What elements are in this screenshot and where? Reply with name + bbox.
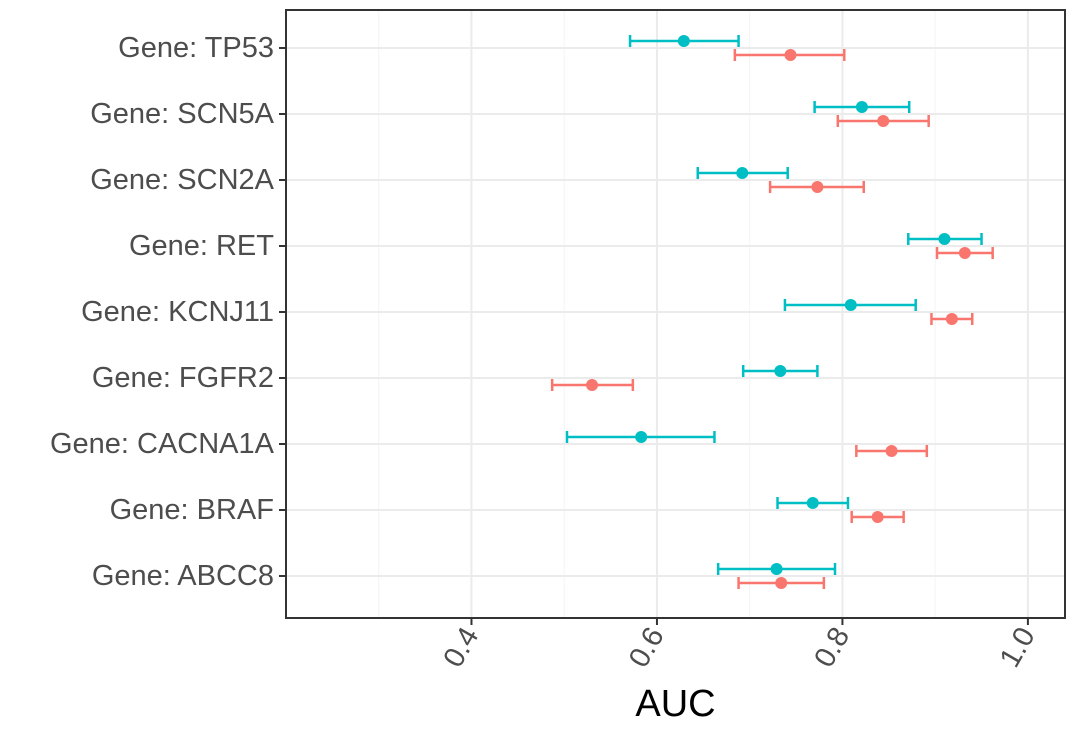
x-axis: 0.4 0.6 0.8 1.0 — [437, 618, 1042, 673]
data-point — [855, 101, 868, 113]
y-tick-label: Gene: BRAF — [110, 494, 274, 526]
x-tick-label: 0.4 — [437, 622, 485, 673]
x-tick-label: 1.0 — [994, 622, 1042, 673]
error-bar-group — [737, 577, 826, 589]
data-point — [586, 379, 599, 391]
error-bar-group — [716, 563, 837, 575]
data-point — [770, 563, 783, 575]
data-point — [775, 577, 788, 589]
x-tick-label: 0.6 — [623, 622, 671, 673]
y-tick-label: Gene: KCNJ11 — [81, 296, 274, 328]
series-layer — [550, 35, 994, 589]
y-tick-label: Gene: TP53 — [118, 32, 274, 64]
data-point — [871, 511, 884, 523]
error-bar-group — [733, 49, 846, 61]
error-bar-group — [696, 167, 789, 179]
error-bar-group — [776, 497, 850, 509]
data-point — [945, 313, 958, 325]
error-bar-group — [930, 313, 974, 325]
data-point — [806, 497, 819, 509]
plot-panel-border — [285, 9, 1066, 619]
error-bar-group — [628, 35, 740, 47]
data-point — [877, 115, 890, 127]
y-tick-label: Gene: CACNA1A — [50, 428, 275, 460]
data-point — [811, 181, 824, 193]
x-axis-title: AUC — [635, 683, 715, 725]
data-point — [784, 49, 797, 61]
y-tick-label: Gene: FGFR2 — [92, 362, 274, 394]
data-point — [938, 233, 951, 245]
error-bar-group — [783, 299, 917, 311]
error-bar-group — [850, 511, 905, 523]
y-tick-label: Gene: ABCC8 — [92, 560, 274, 592]
error-bar-group — [550, 379, 635, 391]
error-bar-group — [741, 365, 819, 377]
y-tick-label: Gene: SCN5A — [90, 98, 274, 130]
data-point — [774, 365, 787, 377]
y-tick-label: Gene: SCN2A — [90, 164, 274, 196]
data-point — [736, 167, 749, 179]
x-tick-label: 0.8 — [808, 622, 856, 673]
data-point — [677, 35, 690, 47]
major-gridlines — [286, 10, 1065, 618]
error-bar-group — [836, 115, 930, 127]
y-axis: Gene: ABCC8 Gene: BRAF Gene: CACNA1A Gene: … — [50, 32, 286, 592]
error-bar-group — [907, 233, 983, 245]
y-tick-label: Gene: RET — [129, 230, 274, 262]
data-point — [885, 445, 898, 457]
data-point — [958, 247, 971, 259]
error-bar-group — [768, 181, 866, 193]
error-bar-group — [565, 431, 716, 443]
error-bar-group — [813, 101, 911, 113]
error-bar-group — [935, 247, 994, 259]
error-bar-group — [855, 445, 929, 457]
data-point — [635, 431, 648, 443]
data-point — [844, 299, 857, 311]
minor-gridlines — [378, 10, 936, 618]
